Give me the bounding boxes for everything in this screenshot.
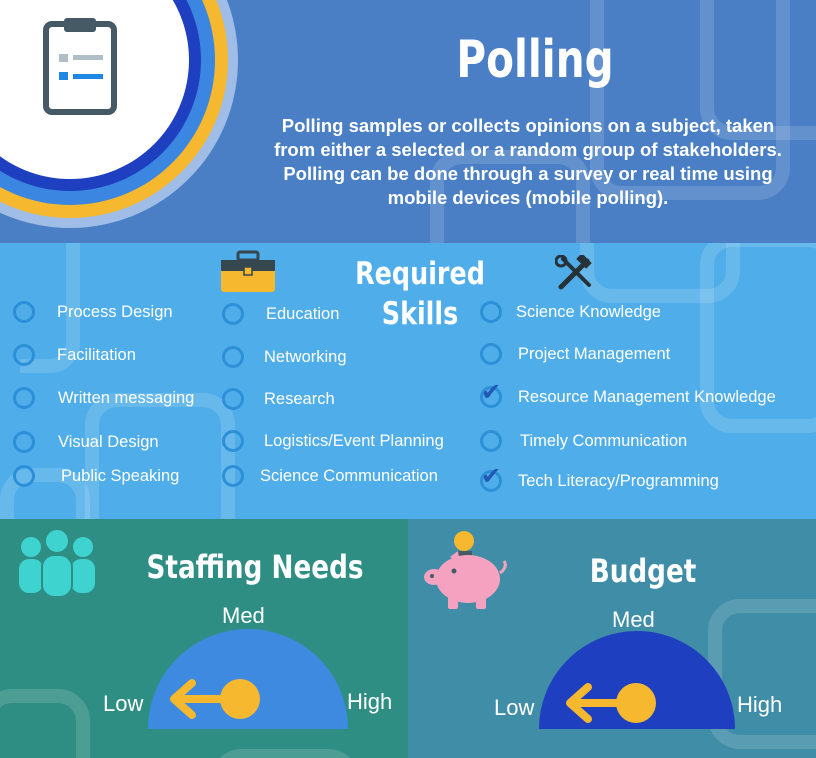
skill-item[interactable]: Public Speaking <box>13 465 179 487</box>
header-section: Polling Polling samples or collects opin… <box>0 0 816 243</box>
piggy-bank-icon <box>424 531 507 609</box>
skill-label: Facilitation <box>57 345 136 364</box>
staffing-pointer-arrow <box>170 679 260 719</box>
people-icon <box>19 528 95 598</box>
unchecked-checkbox[interactable] <box>222 346 244 368</box>
skill-label: Public Speaking <box>61 466 180 485</box>
skill-item[interactable]: Science Communication <box>222 465 438 487</box>
tools-icon <box>555 255 592 290</box>
skill-item[interactable]: Education <box>222 303 339 325</box>
decorative-frame <box>85 393 235 519</box>
unchecked-checkbox[interactable] <box>480 301 502 323</box>
skill-item[interactable]: Networking <box>222 346 347 368</box>
decorative-frame <box>590 0 790 200</box>
skill-item[interactable]: Science Knowledge <box>480 301 661 323</box>
unchecked-checkbox[interactable] <box>480 430 502 452</box>
skill-item[interactable]: Timely Communication <box>480 430 687 452</box>
budget-med-label: Med <box>612 607 655 632</box>
budget-low-label: Low <box>494 695 535 720</box>
staffing-low-label: Low <box>103 691 144 716</box>
skill-label: Science Communication <box>260 466 438 485</box>
skill-item[interactable]: Project Management <box>480 343 670 365</box>
skill-label: Research <box>264 389 335 408</box>
skill-label: Written messaging <box>58 388 195 407</box>
decorative-frame <box>210 749 360 758</box>
budget-pointer-arrow <box>566 683 656 723</box>
skill-item[interactable]: Research <box>222 388 335 410</box>
skill-label: Logistics/Event Planning <box>264 431 444 450</box>
skill-item[interactable]: Logistics/Event Planning <box>222 430 444 452</box>
staffing-high-label: High <box>347 689 393 714</box>
staffing-med-label: Med <box>222 603 265 628</box>
checkmark-icon: ✔ <box>481 462 502 490</box>
skill-label: Resource Management Knowledge <box>518 387 776 406</box>
skill-item[interactable]: Written messaging <box>13 387 194 409</box>
clipboard-icon <box>43 18 117 115</box>
toolbox-icon <box>221 250 275 292</box>
budget-panel: Budget Med Low High <box>408 519 816 758</box>
budget-title: Budget <box>589 552 697 590</box>
required-skills-section: Required Skills Process Design Facilitati… <box>0 243 816 519</box>
skill-label: Timely Communication <box>520 431 688 450</box>
staffing-needs-panel: Staffing Needs Med Low High <box>0 519 408 758</box>
unchecked-checkbox[interactable] <box>13 431 35 453</box>
page-description: Polling samples or collects opinions on … <box>274 115 782 208</box>
budget-high-label: High <box>737 692 783 717</box>
skill-label: Process Design <box>57 302 173 321</box>
unchecked-checkbox[interactable] <box>480 343 502 365</box>
decorative-frame <box>580 243 740 303</box>
unchecked-checkbox[interactable] <box>222 430 244 452</box>
header-badge <box>0 0 238 228</box>
unchecked-checkbox[interactable] <box>13 344 35 366</box>
skill-item[interactable]: Facilitation <box>13 344 136 366</box>
skill-item[interactable]: ✔ Resource Management Knowledge <box>480 380 776 408</box>
staffing-title: Staffing Needs <box>146 548 364 586</box>
skill-label: Visual Design <box>58 432 159 451</box>
skill-item[interactable]: Visual Design <box>13 431 159 453</box>
page-title: Polling <box>456 30 614 90</box>
skills-title: Required Skills <box>355 256 485 332</box>
checkmark-icon: ✔ <box>481 378 502 406</box>
skill-item[interactable]: ✔ Tech Literacy/Programming <box>480 464 719 492</box>
unchecked-checkbox[interactable] <box>222 388 244 410</box>
decorative-frame <box>0 689 90 758</box>
staffing-gauge <box>148 629 348 729</box>
skill-item[interactable]: Process Design <box>13 301 173 323</box>
skill-label: Tech Literacy/Programming <box>518 471 719 490</box>
skill-label: Networking <box>264 347 347 366</box>
checked-checkbox[interactable]: ✔ <box>480 464 502 492</box>
checked-checkbox[interactable]: ✔ <box>480 380 502 408</box>
unchecked-checkbox[interactable] <box>222 303 244 325</box>
skill-label: Education <box>266 304 340 323</box>
unchecked-checkbox[interactable] <box>13 465 35 487</box>
decorative-frame <box>430 150 590 243</box>
decorative-frame <box>700 0 816 140</box>
skill-label: Science Knowledge <box>516 302 661 321</box>
skill-label: Project Management <box>518 344 671 363</box>
unchecked-checkbox[interactable] <box>13 387 35 409</box>
unchecked-checkbox[interactable] <box>13 301 35 323</box>
unchecked-checkbox[interactable] <box>222 465 244 487</box>
